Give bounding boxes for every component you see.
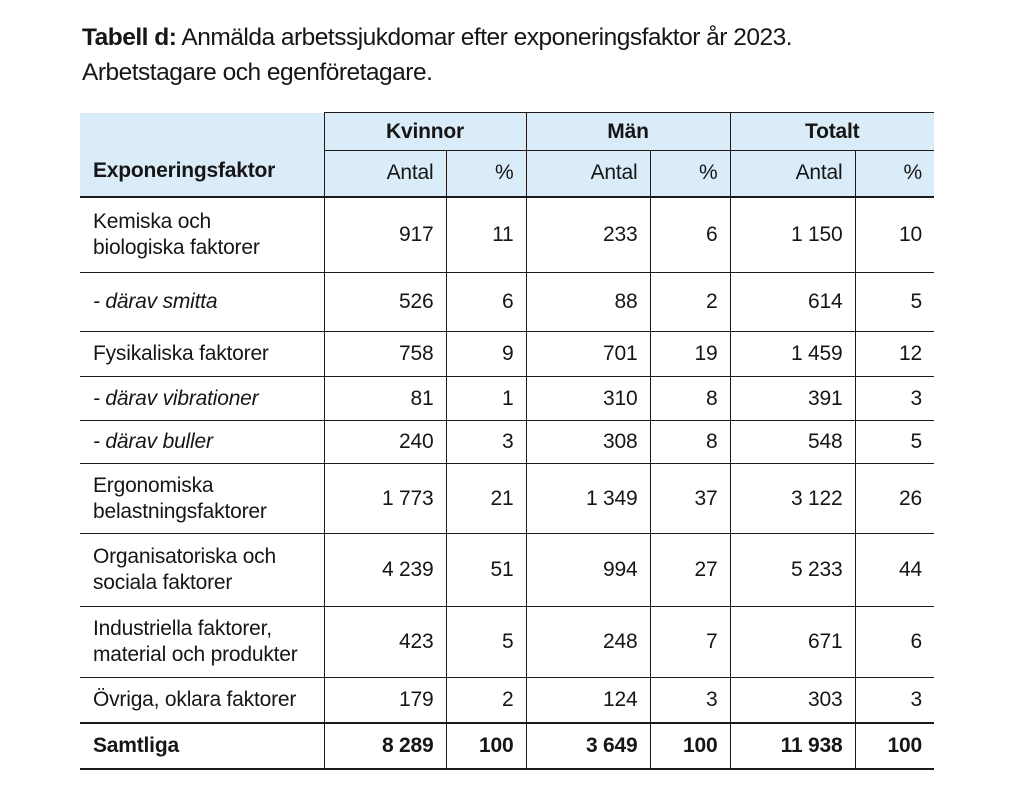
cell-kvinnor-percent: 5 (445, 606, 526, 678)
table-caption: Tabell d: Anmälda arbetssjukdomar efter … (82, 20, 982, 90)
table-row: Fysikaliska faktorer 758 9 701 19 1 459 … (80, 331, 934, 377)
cell-man-antal: 3 649 (525, 722, 650, 769)
row-label: Övriga, oklara faktorer (93, 687, 297, 711)
cell-kvinnor-antal: 81 (323, 376, 446, 421)
sub-header-row: Antal % Antal % Antal % (80, 150, 934, 198)
cell-man-percent: 8 (649, 376, 730, 421)
table-row: Övriga, oklara faktorer 179 2 124 3 303 … (80, 677, 934, 723)
cell-totalt-antal: 1 150 (729, 196, 855, 273)
cell-totalt-antal: 614 (729, 272, 855, 332)
caption-line1: Anmälda arbetssjukdomar efter exponering… (176, 24, 793, 51)
row-label: Industriella faktorer, material och produ… (93, 617, 298, 666)
cell-kvinnor-antal: 758 (323, 331, 446, 377)
cell-man-percent: 27 (649, 533, 730, 607)
cell-man-percent: 6 (649, 196, 730, 273)
table-body: Kemiska och biologiska faktorer 917 11 23… (80, 196, 934, 769)
row-label: - därav vibrationer (93, 386, 259, 410)
table-row: Ergonomiska belastningsfaktorer 1 773 21 … (80, 463, 934, 534)
cell-kvinnor-antal: 423 (323, 606, 446, 678)
cell-totalt-antal: 391 (729, 376, 855, 421)
cell-totalt-antal: 1 459 (729, 331, 855, 377)
group-header-man: Män (525, 112, 730, 151)
cell-man-antal: 310 (525, 376, 650, 421)
table-row: Kemiska och biologiska faktorer 917 11 23… (80, 196, 934, 273)
group-header-totalt: Totalt (729, 112, 934, 151)
cell-man-antal: 124 (525, 677, 650, 723)
cell-totalt-percent: 44 (854, 533, 934, 607)
cell-kvinnor-percent: 6 (445, 272, 526, 332)
cell-kvinnor-antal: 526 (323, 272, 446, 332)
cell-totalt-percent: 12 (854, 331, 934, 377)
cell-kvinnor-percent: 3 (445, 420, 526, 464)
cell-man-percent: 7 (649, 606, 730, 678)
subheader-kvinnor-antal: Antal (323, 150, 446, 198)
cell-man-percent: 37 (649, 463, 730, 534)
row-label: Fysikaliska faktorer (93, 342, 269, 365)
statistics-table: Exponeringsfaktor Kvinnor Män Totalt Ant… (80, 112, 934, 770)
table-row: - därav buller 240 3 308 8 548 5 (80, 420, 934, 464)
group-header-row: Exponeringsfaktor Kvinnor Män Totalt (80, 112, 934, 198)
cell-kvinnor-percent: 51 (445, 533, 526, 607)
cell-kvinnor-percent: 2 (445, 677, 526, 723)
cell-totalt-antal: 11 938 (729, 722, 855, 769)
cell-totalt-percent: 5 (854, 420, 934, 464)
table-row: Samtliga 8 289 100 3 649 100 11 938 100 (80, 722, 934, 769)
subheader-man-antal: Antal (525, 150, 650, 198)
cell-man-percent: 3 (649, 677, 730, 723)
cell-man-antal: 308 (525, 420, 650, 464)
cell-kvinnor-antal: 8 289 (323, 722, 446, 769)
subheader-totalt-antal: Antal (729, 150, 855, 198)
cell-kvinnor-antal: 917 (323, 196, 446, 273)
cell-kvinnor-antal: 1 773 (323, 463, 446, 534)
subheader-kvinnor-percent: % (445, 150, 526, 198)
cell-totalt-percent: 100 (854, 722, 934, 769)
cell-totalt-antal: 5 233 (729, 533, 855, 607)
row-label: Organisatoriska och sociala faktorer (93, 545, 276, 594)
cell-totalt-percent: 5 (854, 272, 934, 332)
cell-totalt-antal: 3 122 (729, 463, 855, 534)
cell-man-percent: 8 (649, 420, 730, 464)
cell-kvinnor-antal: 179 (323, 677, 446, 723)
cell-man-percent: 19 (649, 331, 730, 377)
row-label: - därav buller (93, 430, 213, 453)
row-label: Samtliga (93, 733, 179, 757)
cell-kvinnor-antal: 240 (323, 420, 446, 464)
group-header-kvinnor: Kvinnor (323, 112, 526, 151)
subheader-man-percent: % (649, 150, 730, 198)
cell-totalt-percent: 10 (854, 196, 934, 273)
cell-totalt-antal: 303 (729, 677, 855, 723)
column-header-exponeringsfaktor: Exponeringsfaktor (80, 112, 324, 198)
cell-totalt-percent: 3 (854, 677, 934, 723)
cell-man-antal: 248 (525, 606, 650, 678)
cell-totalt-antal: 671 (729, 606, 855, 678)
cell-kvinnor-percent: 1 (445, 376, 526, 421)
caption-prefix: Tabell d: (82, 24, 177, 51)
cell-man-percent: 100 (649, 722, 730, 769)
table-header: Exponeringsfaktor Kvinnor Män Totalt Ant… (80, 112, 934, 198)
cell-man-antal: 88 (525, 272, 650, 332)
cell-man-percent: 2 (649, 272, 730, 332)
table-row: Organisatoriska och sociala faktorer 4 23… (80, 533, 934, 607)
cell-kvinnor-percent: 9 (445, 331, 526, 377)
cell-man-antal: 701 (525, 331, 650, 377)
cell-totalt-percent: 6 (854, 606, 934, 678)
row-label: - därav smitta (93, 290, 218, 313)
cell-totalt-percent: 3 (854, 376, 934, 421)
cell-totalt-percent: 26 (854, 463, 934, 534)
table-row: - därav vibrationer 81 1 310 8 391 3 (80, 376, 934, 421)
cell-kvinnor-antal: 4 239 (323, 533, 446, 607)
cell-kvinnor-percent: 21 (445, 463, 526, 534)
cell-totalt-antal: 548 (729, 420, 855, 464)
subheader-totalt-percent: % (854, 150, 934, 198)
cell-man-antal: 233 (525, 196, 650, 273)
cell-man-antal: 1 349 (525, 463, 650, 534)
cell-man-antal: 994 (525, 533, 650, 607)
cell-kvinnor-percent: 11 (445, 196, 526, 273)
cell-kvinnor-percent: 100 (445, 722, 526, 769)
row-label: Kemiska och biologiska faktorer (93, 209, 260, 259)
row-label: Ergonomiska belastningsfaktorer (93, 473, 267, 523)
table-row: - därav smitta 526 6 88 2 614 5 (80, 272, 934, 332)
table-row: Industriella faktorer, material och produ… (80, 606, 934, 678)
caption-line2: Arbetstagare och egenföretagare. (82, 59, 433, 86)
